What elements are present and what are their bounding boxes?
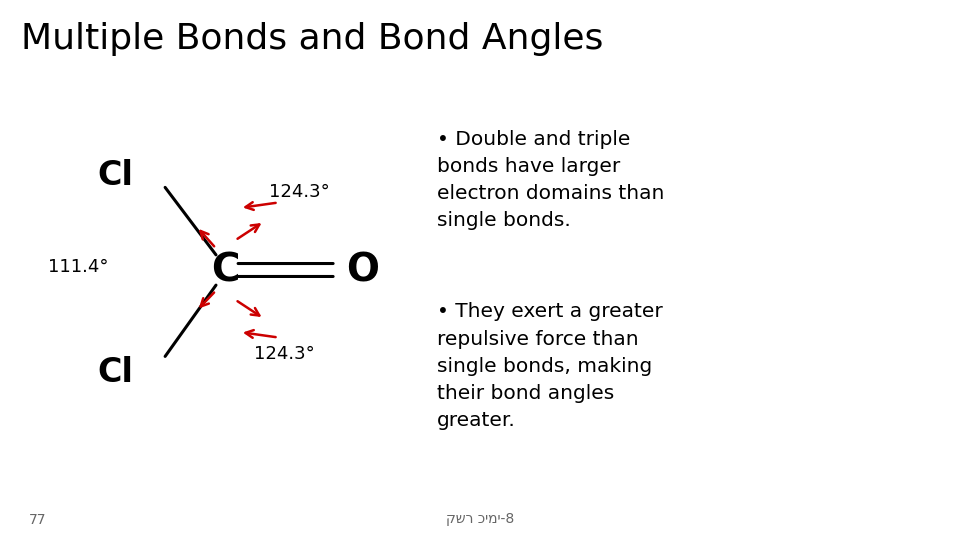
Text: קשר כימי-8: קשר כימי-8: [445, 512, 515, 526]
Text: • Double and triple
bonds have larger
electron domains than
single bonds.: • Double and triple bonds have larger el…: [437, 130, 664, 231]
Text: 111.4°: 111.4°: [48, 258, 108, 276]
Text: Cl: Cl: [97, 356, 133, 389]
Text: Multiple Bonds and Bond Angles: Multiple Bonds and Bond Angles: [21, 22, 604, 56]
Text: C: C: [211, 251, 240, 289]
Text: O: O: [347, 251, 379, 289]
Text: • They exert a greater
repulsive force than
single bonds, making
their bond angl: • They exert a greater repulsive force t…: [437, 302, 662, 430]
Text: Cl: Cl: [97, 159, 133, 192]
Text: 124.3°: 124.3°: [269, 183, 329, 201]
Text: 124.3°: 124.3°: [254, 345, 315, 363]
Text: 77: 77: [29, 512, 46, 526]
